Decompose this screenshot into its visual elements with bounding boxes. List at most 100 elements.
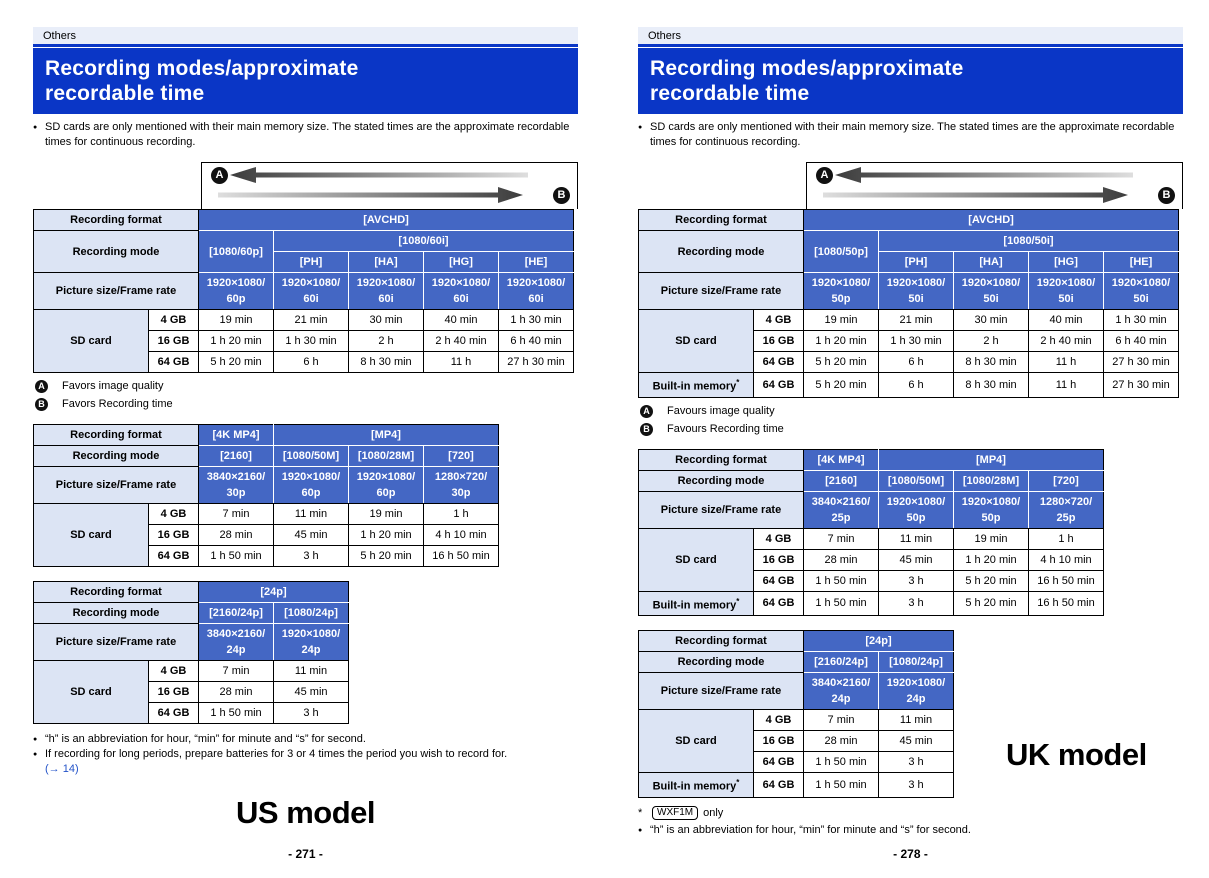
header-cell: [2160] (803, 469, 879, 492)
value-cell: 8 h 30 min (953, 372, 1029, 398)
arrow-toward-quality-icon (230, 167, 528, 183)
value-cell: 1 h 30 min (878, 330, 954, 352)
page-reference-link[interactable]: (→ 14) (45, 763, 79, 775)
table-row: Picture size/Frame rate 3840×2160/ 30p 192… (33, 466, 499, 504)
table-row: [PH] [HA] [HG] [HE] (639, 251, 1179, 273)
table-row: Picture size/Frame rate 3840×2160/ 24p 192… (638, 672, 954, 711)
quality-time-arrow-diagram: A B (201, 162, 578, 209)
header-cell: [HA] (953, 251, 1029, 273)
header-cell: 1920×1080/ 50i (1028, 272, 1104, 310)
page-title-banner: Recording modes/approximate recordable t… (33, 48, 578, 114)
note-text: If recording for long periods, prepare b… (45, 748, 508, 760)
row-label-cell: Recording format (638, 448, 804, 471)
value-cell: 1 h 50 min (198, 545, 274, 567)
value-cell: 5 h 20 min (953, 590, 1029, 617)
value-cell: 5 h 20 min (803, 351, 879, 373)
diagram-spacer (638, 162, 806, 209)
mp4-table-host: Recording format [4K MP4] [MP4] Recording m… (33, 424, 578, 567)
value-cell: 28 min (198, 681, 274, 703)
value-cell: 1 h 30 min (498, 309, 574, 331)
header-cell: [1080/28M] (348, 445, 424, 467)
capacity-cell: 64 GB (753, 772, 804, 798)
value-cell: 1 h 20 min (803, 330, 879, 352)
capacity-cell: 64 GB (753, 569, 804, 592)
quality-time-diagram-row: A B (638, 162, 1183, 209)
section-label: Others (648, 30, 682, 42)
capacity-cell: 64 GB (753, 590, 804, 617)
header-cell: [PH] (273, 251, 349, 273)
header-cell: [720] (423, 445, 499, 467)
value-cell: 3 h (878, 751, 954, 774)
marker-a-icon: A (35, 380, 48, 393)
header-cell: [1080/50i] (878, 230, 1179, 252)
table-row: SD card 4 GB 7 min 11 min 19 min 1 h (638, 527, 1104, 592)
marker-b-icon: B (640, 422, 653, 436)
row-label-cell: Recording mode (33, 602, 199, 624)
capacity-cell: 16 GB (148, 524, 199, 546)
value-cell: 45 min (273, 681, 349, 703)
avchd-table-host: Recording format [AVCHD] Recording mode [10… (638, 209, 1183, 398)
intro-note: ● SD cards are only mentioned with their… (638, 120, 1183, 150)
value-cell: 11 min (878, 527, 954, 550)
header-cell: [1080/28M] (953, 469, 1029, 492)
marker-a-icon: A (211, 167, 228, 184)
value-cell: 11 min (878, 709, 954, 732)
value-cell: 1 h (423, 503, 499, 525)
page-title-line1: Recording modes/approximate (45, 57, 359, 80)
note-batteries: ● If recording for long periods, prepare… (33, 747, 578, 762)
capacity-cell: 4 GB (753, 309, 804, 331)
footnote-text: only (703, 806, 724, 819)
value-cell: 45 min (878, 548, 954, 571)
value-cell: 5 h 20 min (348, 545, 424, 567)
value-cell: 19 min (803, 309, 879, 331)
model-footnote: * WXF1M only (638, 806, 1183, 821)
table-row: 16 GB 28 min 45 min 1 h 20 min 4 h 10 min (639, 548, 1104, 571)
24p-recording-table: Recording format [24p] Recording mode [2160… (33, 581, 349, 724)
table-row: Recording format [24p] (638, 630, 954, 653)
table-row: Recording format [24p] (33, 581, 349, 603)
value-cell: 3 h (273, 702, 349, 724)
model-label-us: US model (236, 795, 375, 830)
value-cell: 1 h 30 min (273, 330, 349, 352)
table-row: Recording mode [2160] [1080/50M] [1080/28M]… (638, 469, 1104, 492)
header-cell: [MP4] (878, 448, 1104, 471)
capacity-cell: 64 GB (148, 351, 199, 373)
value-cell: 5 h 20 min (953, 569, 1029, 592)
asterisk-marker: * (638, 806, 643, 819)
header-cell: 1920×1080/ 50p (953, 490, 1029, 529)
section-header: Others (638, 27, 1183, 47)
table-row: Picture size/Frame rate 3840×2160/ 25p 192… (638, 490, 1104, 529)
24p-table-host: Recording format [24p] Recording mode [2160… (638, 630, 1183, 798)
capacity-cell: 4 GB (148, 503, 199, 525)
note-abbreviation: ● “h” is an abbreviation for hour, “min”… (638, 823, 1183, 838)
manual-page-uk: Others Recording modes/approximate recor… (638, 27, 1183, 861)
value-cell: 7 min (803, 709, 879, 732)
capacity-cell: 16 GB (753, 330, 804, 352)
arrow-toward-quality-icon (835, 167, 1133, 183)
table-row: 16 GB 28 min 45 min (34, 681, 349, 703)
value-cell: 45 min (878, 730, 954, 753)
mp4-table-host: Recording format [4K MP4] [MP4] Recording m… (638, 448, 1183, 617)
value-cell: 7 min (803, 527, 879, 550)
header-cell: 1920×1080/ 24p (878, 672, 954, 711)
value-cell: 1 h 50 min (803, 590, 879, 617)
row-label-cell: SD card (638, 309, 754, 373)
value-cell: 3 h (878, 590, 954, 617)
table-row: Picture size/Frame rate 1920×1080/ 60p 192… (33, 272, 574, 310)
24p-table-host: Recording format [24p] Recording mode [2160… (33, 581, 578, 724)
intro-text: SD cards are only mentioned with their m… (650, 121, 1175, 148)
note-text: “h” is an abbreviation for hour, “min” f… (650, 823, 971, 836)
gradient-arrows (218, 167, 528, 203)
header-cell: [AVCHD] (198, 209, 574, 231)
row-label-cell: Recording format (33, 581, 199, 603)
value-cell: 16 h 50 min (1028, 569, 1104, 592)
marker-b-icon: B (553, 187, 570, 204)
table-row: Recording mode [1080/60p] [1080/60i] (33, 230, 574, 273)
page-number: - 271 - (288, 847, 323, 861)
header-cell: 1920×1080/ 50p (803, 272, 879, 310)
capacity-cell: 64 GB (148, 545, 199, 567)
header-cell: 1920×1080/ 50i (953, 272, 1029, 310)
value-cell: 6 h 40 min (1103, 330, 1179, 352)
table-row: Built-in memory* 64 GB 1 h 50 min 3 h (638, 772, 954, 798)
value-cell: 4 h 10 min (423, 524, 499, 546)
